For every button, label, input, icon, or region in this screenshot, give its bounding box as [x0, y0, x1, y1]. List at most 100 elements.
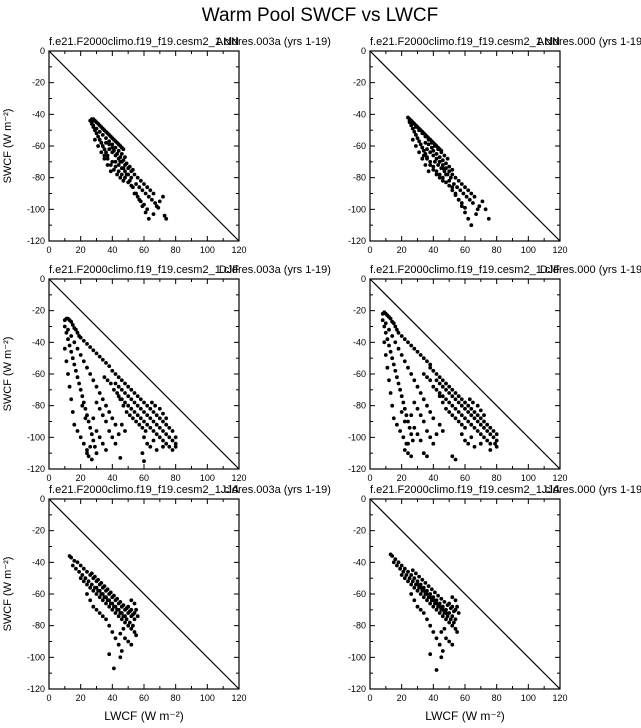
data-point	[382, 340, 387, 345]
data-point	[402, 576, 407, 581]
data-point	[161, 438, 165, 443]
data-point	[428, 592, 433, 596]
data-point	[444, 161, 448, 166]
data-point	[420, 131, 425, 136]
data-point	[118, 631, 123, 636]
data-point	[472, 410, 477, 414]
data-point	[450, 403, 455, 408]
data-point	[88, 425, 93, 430]
x-tick-label: 80	[171, 473, 181, 483]
x-tick-label: 40	[107, 245, 117, 255]
data-point	[161, 194, 165, 199]
data-point	[406, 569, 410, 574]
data-point	[447, 384, 452, 389]
data-point	[402, 419, 407, 424]
data-point	[434, 169, 439, 174]
data-point	[150, 400, 154, 405]
data-point	[407, 118, 412, 123]
data-point	[108, 381, 113, 386]
data-point	[80, 573, 85, 577]
x-tick-label: 0	[367, 245, 372, 255]
x-tick-label: 100	[521, 245, 536, 255]
data-point	[440, 607, 445, 612]
data-point	[494, 438, 499, 443]
data-point	[453, 175, 458, 180]
data-point	[399, 334, 404, 338]
data-point	[69, 319, 74, 324]
data-point	[428, 623, 433, 628]
data-point	[396, 560, 401, 565]
data-point	[170, 429, 175, 433]
data-point	[421, 148, 426, 153]
data-point	[396, 346, 401, 351]
data-point	[412, 585, 417, 590]
data-point	[146, 216, 151, 221]
data-point	[391, 560, 396, 565]
data-point	[440, 178, 445, 183]
data-point	[137, 185, 142, 190]
data-point	[431, 164, 436, 169]
data-point	[156, 205, 161, 210]
data-point	[105, 153, 110, 158]
data-point	[89, 571, 94, 576]
data-point	[94, 451, 99, 456]
data-point	[409, 582, 414, 587]
data-point	[478, 422, 483, 427]
data-point	[387, 378, 391, 383]
data-point	[69, 349, 74, 354]
data-point	[428, 159, 433, 164]
y-axis-label: SWCF (W m⁻²)	[2, 557, 14, 632]
data-point	[121, 603, 126, 607]
data-point	[70, 410, 75, 414]
data-point	[444, 611, 448, 615]
panel-case-label: f.e21.F2000climo.f19_f19.cesm2_1.cldres.…	[49, 36, 331, 48]
data-point	[450, 413, 455, 418]
data-point	[105, 587, 110, 592]
data-point	[126, 403, 131, 408]
data-point	[145, 207, 150, 212]
data-point	[415, 582, 420, 587]
data-point	[96, 144, 100, 148]
data-point	[406, 451, 410, 456]
data-point	[402, 359, 407, 364]
data-point	[453, 397, 458, 402]
data-point	[485, 422, 490, 427]
x-tick-label: 120	[231, 693, 246, 703]
data-point	[118, 397, 123, 402]
y-tick-label: -20	[32, 526, 45, 536]
data-point	[437, 159, 442, 164]
data-point	[91, 416, 96, 421]
data-point	[447, 410, 452, 414]
data-point	[97, 435, 102, 440]
data-point	[170, 438, 175, 443]
y-tick-label: -40	[353, 337, 366, 347]
data-point	[440, 384, 445, 389]
data-point	[385, 337, 390, 342]
data-point	[447, 611, 452, 615]
x-tick-label: 40	[428, 693, 438, 703]
data-point	[64, 359, 69, 364]
data-point	[94, 400, 99, 405]
data-point	[418, 585, 423, 590]
data-point	[450, 188, 455, 193]
data-point	[417, 574, 421, 579]
data-point	[66, 327, 70, 332]
data-point	[126, 180, 131, 185]
data-point	[445, 172, 450, 177]
x-tick-label: 0	[46, 473, 51, 483]
data-point	[127, 413, 132, 418]
data-point	[440, 604, 445, 609]
data-point	[450, 604, 455, 609]
panel-season-label: JJA	[221, 484, 240, 496]
data-point	[104, 150, 108, 155]
data-point	[131, 416, 135, 421]
data-point	[116, 163, 121, 167]
y-axis-label: SWCF (W m⁻²)	[2, 109, 14, 184]
data-point	[85, 451, 89, 456]
data-point	[412, 598, 417, 603]
data-point	[102, 156, 107, 161]
data-point	[69, 555, 74, 560]
x-tick-label: 120	[231, 245, 246, 255]
data-point	[410, 137, 415, 142]
data-point	[131, 167, 135, 172]
